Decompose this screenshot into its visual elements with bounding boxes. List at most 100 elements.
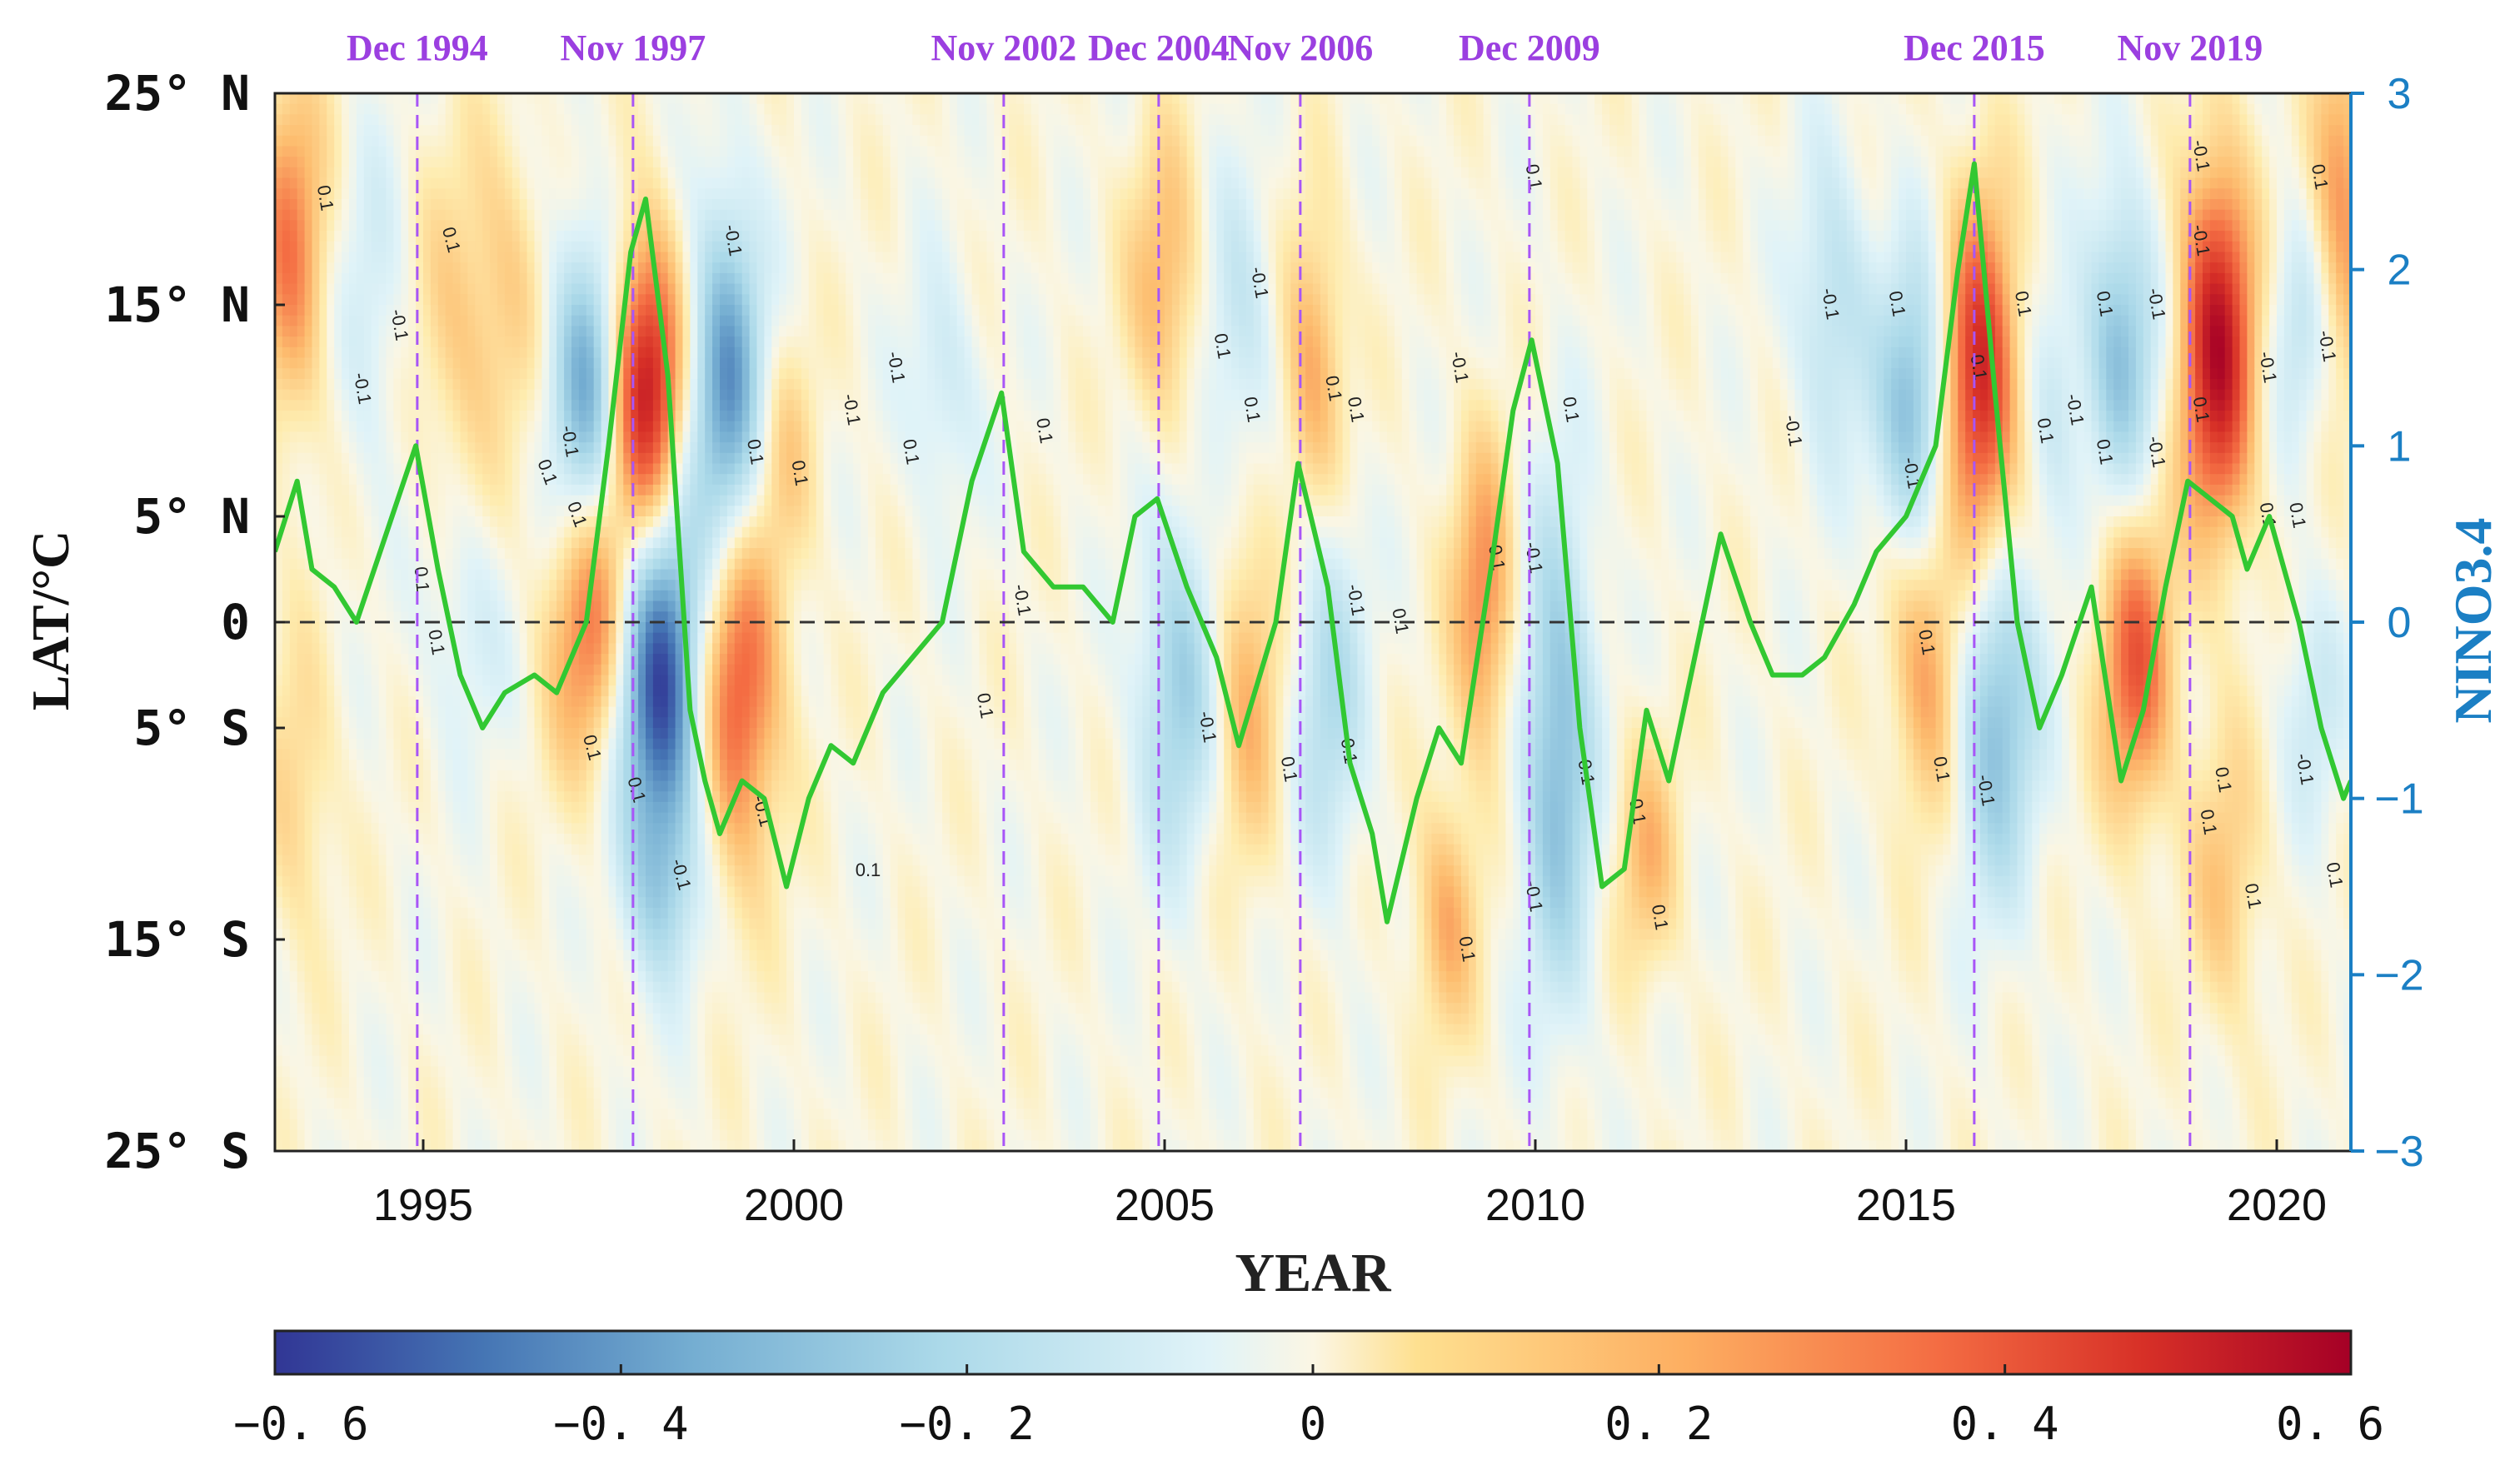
heatmap-cell xyxy=(305,622,313,633)
heatmap-cell xyxy=(342,188,350,199)
heatmap-cell xyxy=(290,580,298,590)
heatmap-cell xyxy=(312,167,321,178)
heatmap-cell xyxy=(334,485,342,496)
heatmap-cell xyxy=(372,358,380,369)
heatmap-cell xyxy=(334,431,342,442)
heatmap-cell xyxy=(297,707,306,718)
heatmap-cell xyxy=(364,611,372,622)
heatmap-cell xyxy=(290,633,298,644)
heatmap-cell xyxy=(334,379,342,390)
heatmap-cell xyxy=(305,590,313,601)
heatmap-cell xyxy=(305,1056,313,1067)
heatmap-cell xyxy=(364,643,372,654)
heatmap-cell xyxy=(364,813,372,824)
heatmap-cell xyxy=(334,1014,342,1024)
heatmap-cell xyxy=(372,622,380,633)
heatmap-cell xyxy=(379,749,387,760)
heatmap-cell xyxy=(364,548,372,559)
heatmap-cell xyxy=(282,220,291,231)
heatmap-cell xyxy=(379,347,387,358)
heatmap-cell xyxy=(319,1066,327,1077)
heatmap-cell xyxy=(290,685,298,696)
heatmap-cell xyxy=(379,167,387,178)
heatmap-cell xyxy=(372,411,380,421)
heatmap-cell xyxy=(357,220,365,231)
heatmap-cell xyxy=(290,1034,298,1045)
heatmap-cell xyxy=(349,188,357,199)
heatmap-cell xyxy=(357,188,365,199)
heatmap-cell xyxy=(305,506,313,516)
heatmap-cell xyxy=(290,262,298,273)
heatmap-cell xyxy=(312,643,321,654)
heatmap-cell xyxy=(334,527,342,538)
heatmap-cell xyxy=(372,167,380,178)
heatmap-cell xyxy=(342,982,350,993)
heatmap-cell xyxy=(327,506,335,516)
heatmap-cell xyxy=(305,781,313,792)
heatmap-cell xyxy=(357,431,365,442)
heatmap-cell xyxy=(319,294,327,305)
heatmap-cell xyxy=(334,316,342,326)
heatmap-cell xyxy=(379,93,387,104)
heatmap-cell xyxy=(342,273,350,284)
heatmap-cell xyxy=(387,590,395,601)
heatmap-cell xyxy=(327,622,335,633)
heatmap-cell xyxy=(349,675,357,686)
heatmap-cell xyxy=(342,960,350,971)
heatmap-cell xyxy=(334,781,342,792)
heatmap-cell xyxy=(364,485,372,496)
heatmap-cell xyxy=(357,1003,365,1014)
heatmap-cell xyxy=(297,316,306,326)
heatmap-cell xyxy=(312,865,321,876)
heatmap-cell xyxy=(290,897,298,908)
heatmap-cell xyxy=(372,284,380,295)
heatmap-cell xyxy=(379,1077,387,1088)
heatmap-cell xyxy=(342,1034,350,1045)
heatmap-cell xyxy=(305,368,313,379)
heatmap-cell xyxy=(290,1045,298,1056)
heatmap-cell xyxy=(319,791,327,802)
heatmap-cell xyxy=(305,919,313,929)
heatmap-cell xyxy=(349,865,357,876)
heatmap-cell xyxy=(305,1066,313,1077)
heatmap-cell xyxy=(327,379,335,390)
heatmap-cell xyxy=(327,760,335,770)
heatmap-cell xyxy=(297,590,306,601)
heatmap-cell xyxy=(290,188,298,199)
heatmap-cell xyxy=(349,993,357,1004)
heatmap-cell xyxy=(312,431,321,442)
heatmap-cell xyxy=(327,601,335,612)
heatmap-cell xyxy=(387,845,395,855)
heatmap-cell xyxy=(327,728,335,739)
heatmap-cell xyxy=(290,749,298,760)
heatmap-cell xyxy=(342,845,350,855)
heatmap-cell xyxy=(305,1034,313,1045)
heatmap-cell xyxy=(319,421,327,432)
heatmap-cell xyxy=(297,326,306,336)
heatmap-cell xyxy=(312,379,321,390)
heatmap-cell xyxy=(334,665,342,675)
heatmap-cell xyxy=(372,136,380,147)
heatmap-cell xyxy=(342,908,350,919)
heatmap-cell xyxy=(364,506,372,516)
heatmap-cell xyxy=(342,548,350,559)
heatmap-cell xyxy=(349,813,357,824)
heatmap-cell xyxy=(379,1099,387,1109)
heatmap-cell xyxy=(364,960,372,971)
heatmap-cell xyxy=(319,950,327,961)
heatmap-cell xyxy=(342,1056,350,1067)
heatmap-cell xyxy=(364,231,372,242)
heatmap-cell xyxy=(290,622,298,633)
heatmap-cell xyxy=(282,707,291,718)
heatmap-cell xyxy=(319,1003,327,1014)
heatmap-cell xyxy=(319,760,327,770)
heatmap-cell xyxy=(357,316,365,326)
heatmap-cell xyxy=(349,791,357,802)
heatmap-cell xyxy=(334,950,342,961)
heatmap-cell xyxy=(387,220,395,231)
heatmap-cell xyxy=(334,516,342,527)
heatmap-cell xyxy=(387,643,395,654)
heatmap-cell xyxy=(364,802,372,813)
heatmap-cell xyxy=(297,570,306,581)
heatmap-cell xyxy=(327,696,335,707)
